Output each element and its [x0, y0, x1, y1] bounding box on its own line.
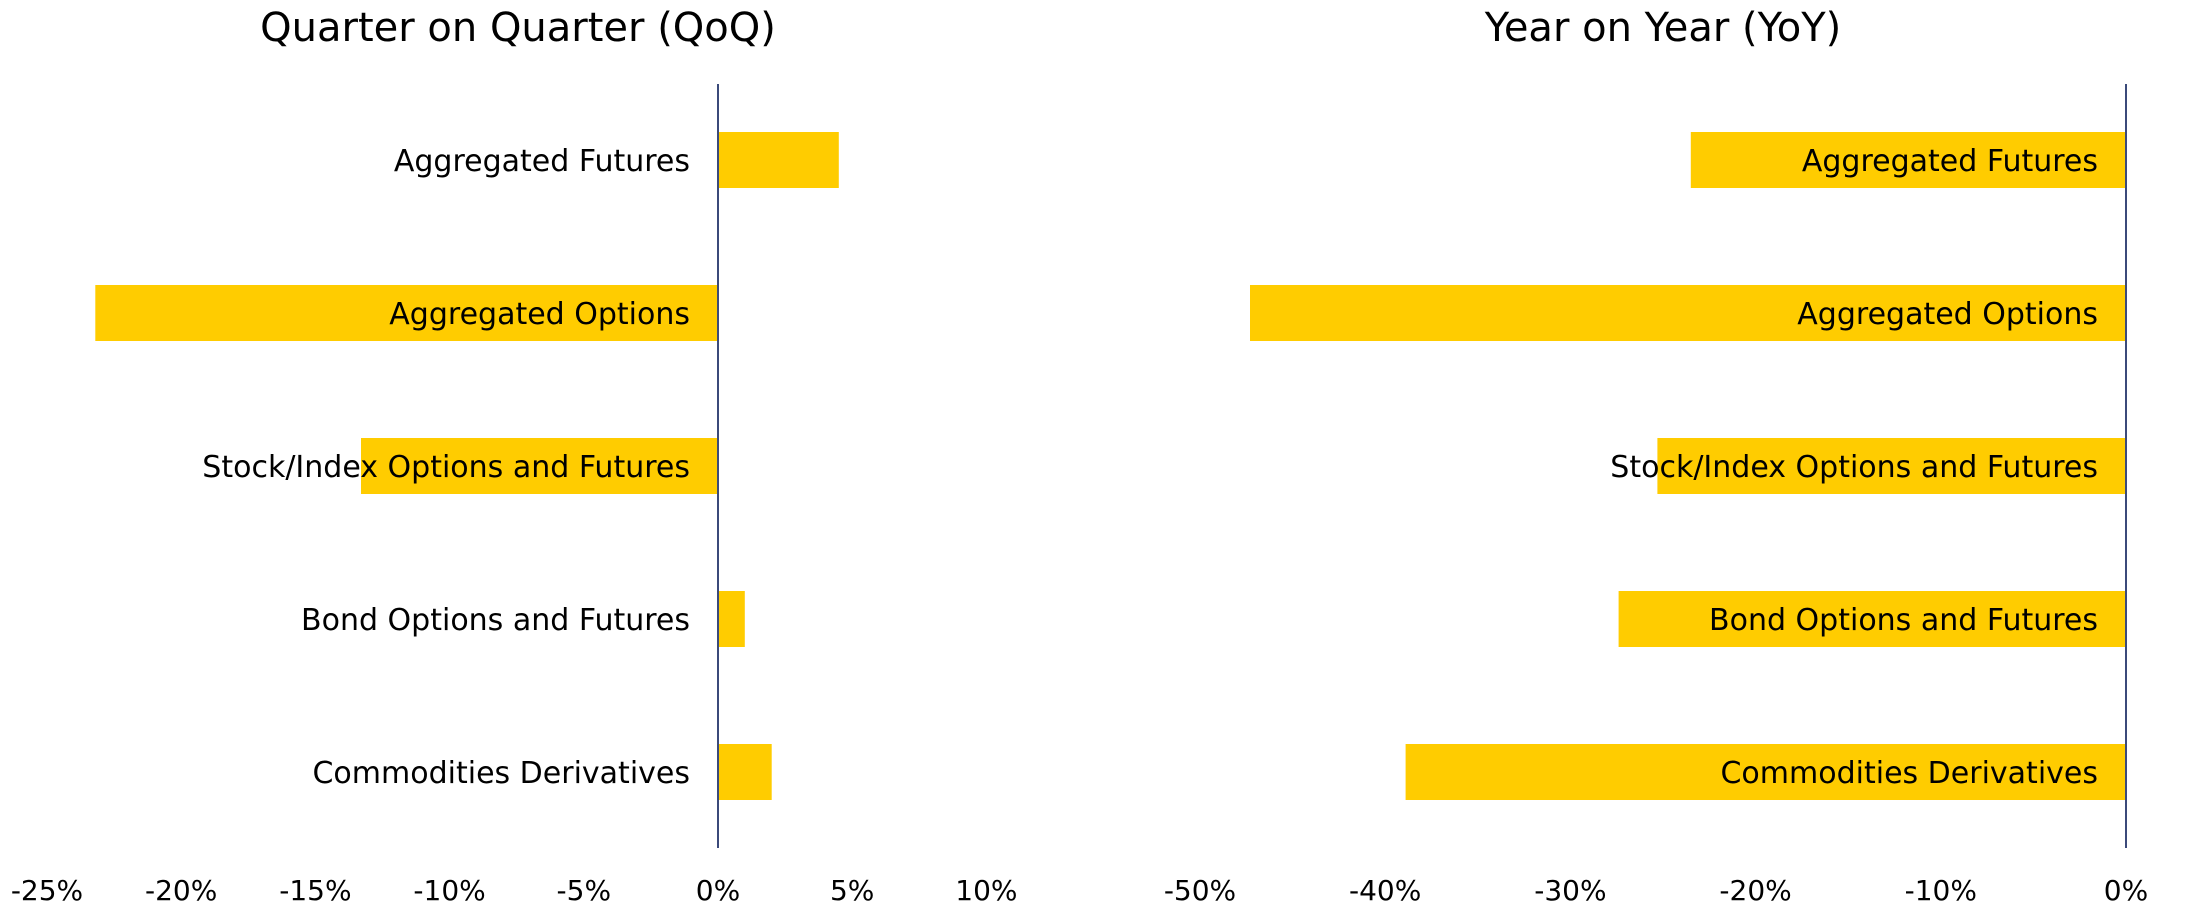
- qoq-category-labels: Aggregated Futures Aggregated Options Stoc…: [202, 144, 690, 791]
- yoy-category-label-2: Aggregated Options: [1797, 297, 2098, 332]
- qoq-bar-2: [95, 285, 719, 341]
- qoq-chart-title: Quarter on Quarter (QoQ): [260, 5, 776, 51]
- qoq-tick-label-8: 10%: [955, 874, 1017, 904]
- qoq-chart: Quarter on Quarter (QoQ) Aggregated Futu…: [11, 5, 1018, 904]
- yoy-tick-label-2: -40%: [1349, 874, 1421, 904]
- yoy-tick-label-4: -20%: [1719, 874, 1791, 904]
- qoq-x-tick-labels: -25% -20% -15% -10% -5% 0% 5% 10%: [11, 874, 1018, 904]
- qoq-category-label-4: Bond Options and Futures: [301, 603, 690, 638]
- qoq-tick-label-5: -5%: [557, 874, 612, 904]
- yoy-category-label-5: Commodities Derivatives: [1720, 756, 2098, 791]
- qoq-tick-label-7: 5%: [830, 874, 874, 904]
- yoy-category-labels: Aggregated Futures Aggregated Options Stoc…: [1610, 144, 2098, 791]
- qoq-tick-label-3: -15%: [279, 874, 351, 904]
- yoy-bar-4: [1618, 591, 2126, 647]
- yoy-x-tick-labels: -50% -40% -30% -20% -10% 0%: [1164, 874, 2148, 904]
- qoq-bar-4: [718, 591, 745, 647]
- yoy-bar-3: [1657, 438, 2126, 494]
- qoq-bars: [95, 132, 839, 800]
- qoq-bar-1: [718, 132, 839, 188]
- qoq-category-label-1: Aggregated Futures: [394, 144, 690, 179]
- yoy-bar-5: [1405, 744, 2126, 800]
- yoy-tick-label-3: -30%: [1534, 874, 1606, 904]
- yoy-bar-2: [1250, 285, 2126, 341]
- qoq-bar-5: [718, 744, 772, 800]
- qoq-category-label-5: Commodities Derivatives: [312, 756, 690, 791]
- yoy-category-label-4: Bond Options and Futures: [1709, 603, 2098, 638]
- yoy-category-label-3: Stock/Index Options and Futures: [1610, 450, 2098, 485]
- yoy-tick-label-5: -10%: [1905, 874, 1977, 904]
- yoy-bars: [1250, 132, 2126, 800]
- qoq-tick-label-2: -20%: [145, 874, 217, 904]
- yoy-category-label-1: Aggregated Futures: [1802, 144, 2098, 179]
- qoq-category-label-3: Stock/Index Options and Futures: [202, 450, 690, 485]
- qoq-tick-label-4: -10%: [413, 874, 485, 904]
- qoq-bar-3: [361, 438, 718, 494]
- yoy-chart-title: Year on Year (YoY): [1484, 5, 1842, 51]
- yoy-bar-1: [1690, 132, 2126, 188]
- qoq-category-label-2: Aggregated Options: [389, 297, 690, 332]
- yoy-tick-label-1: -50%: [1164, 874, 1236, 904]
- qoq-tick-label-1: -25%: [11, 874, 83, 904]
- yoy-tick-label-6: 0%: [2104, 874, 2148, 904]
- qoq-tick-label-6: 0%: [696, 874, 740, 904]
- yoy-chart: Year on Year (YoY) Aggregated FuturesAgg…: [1164, 5, 2148, 904]
